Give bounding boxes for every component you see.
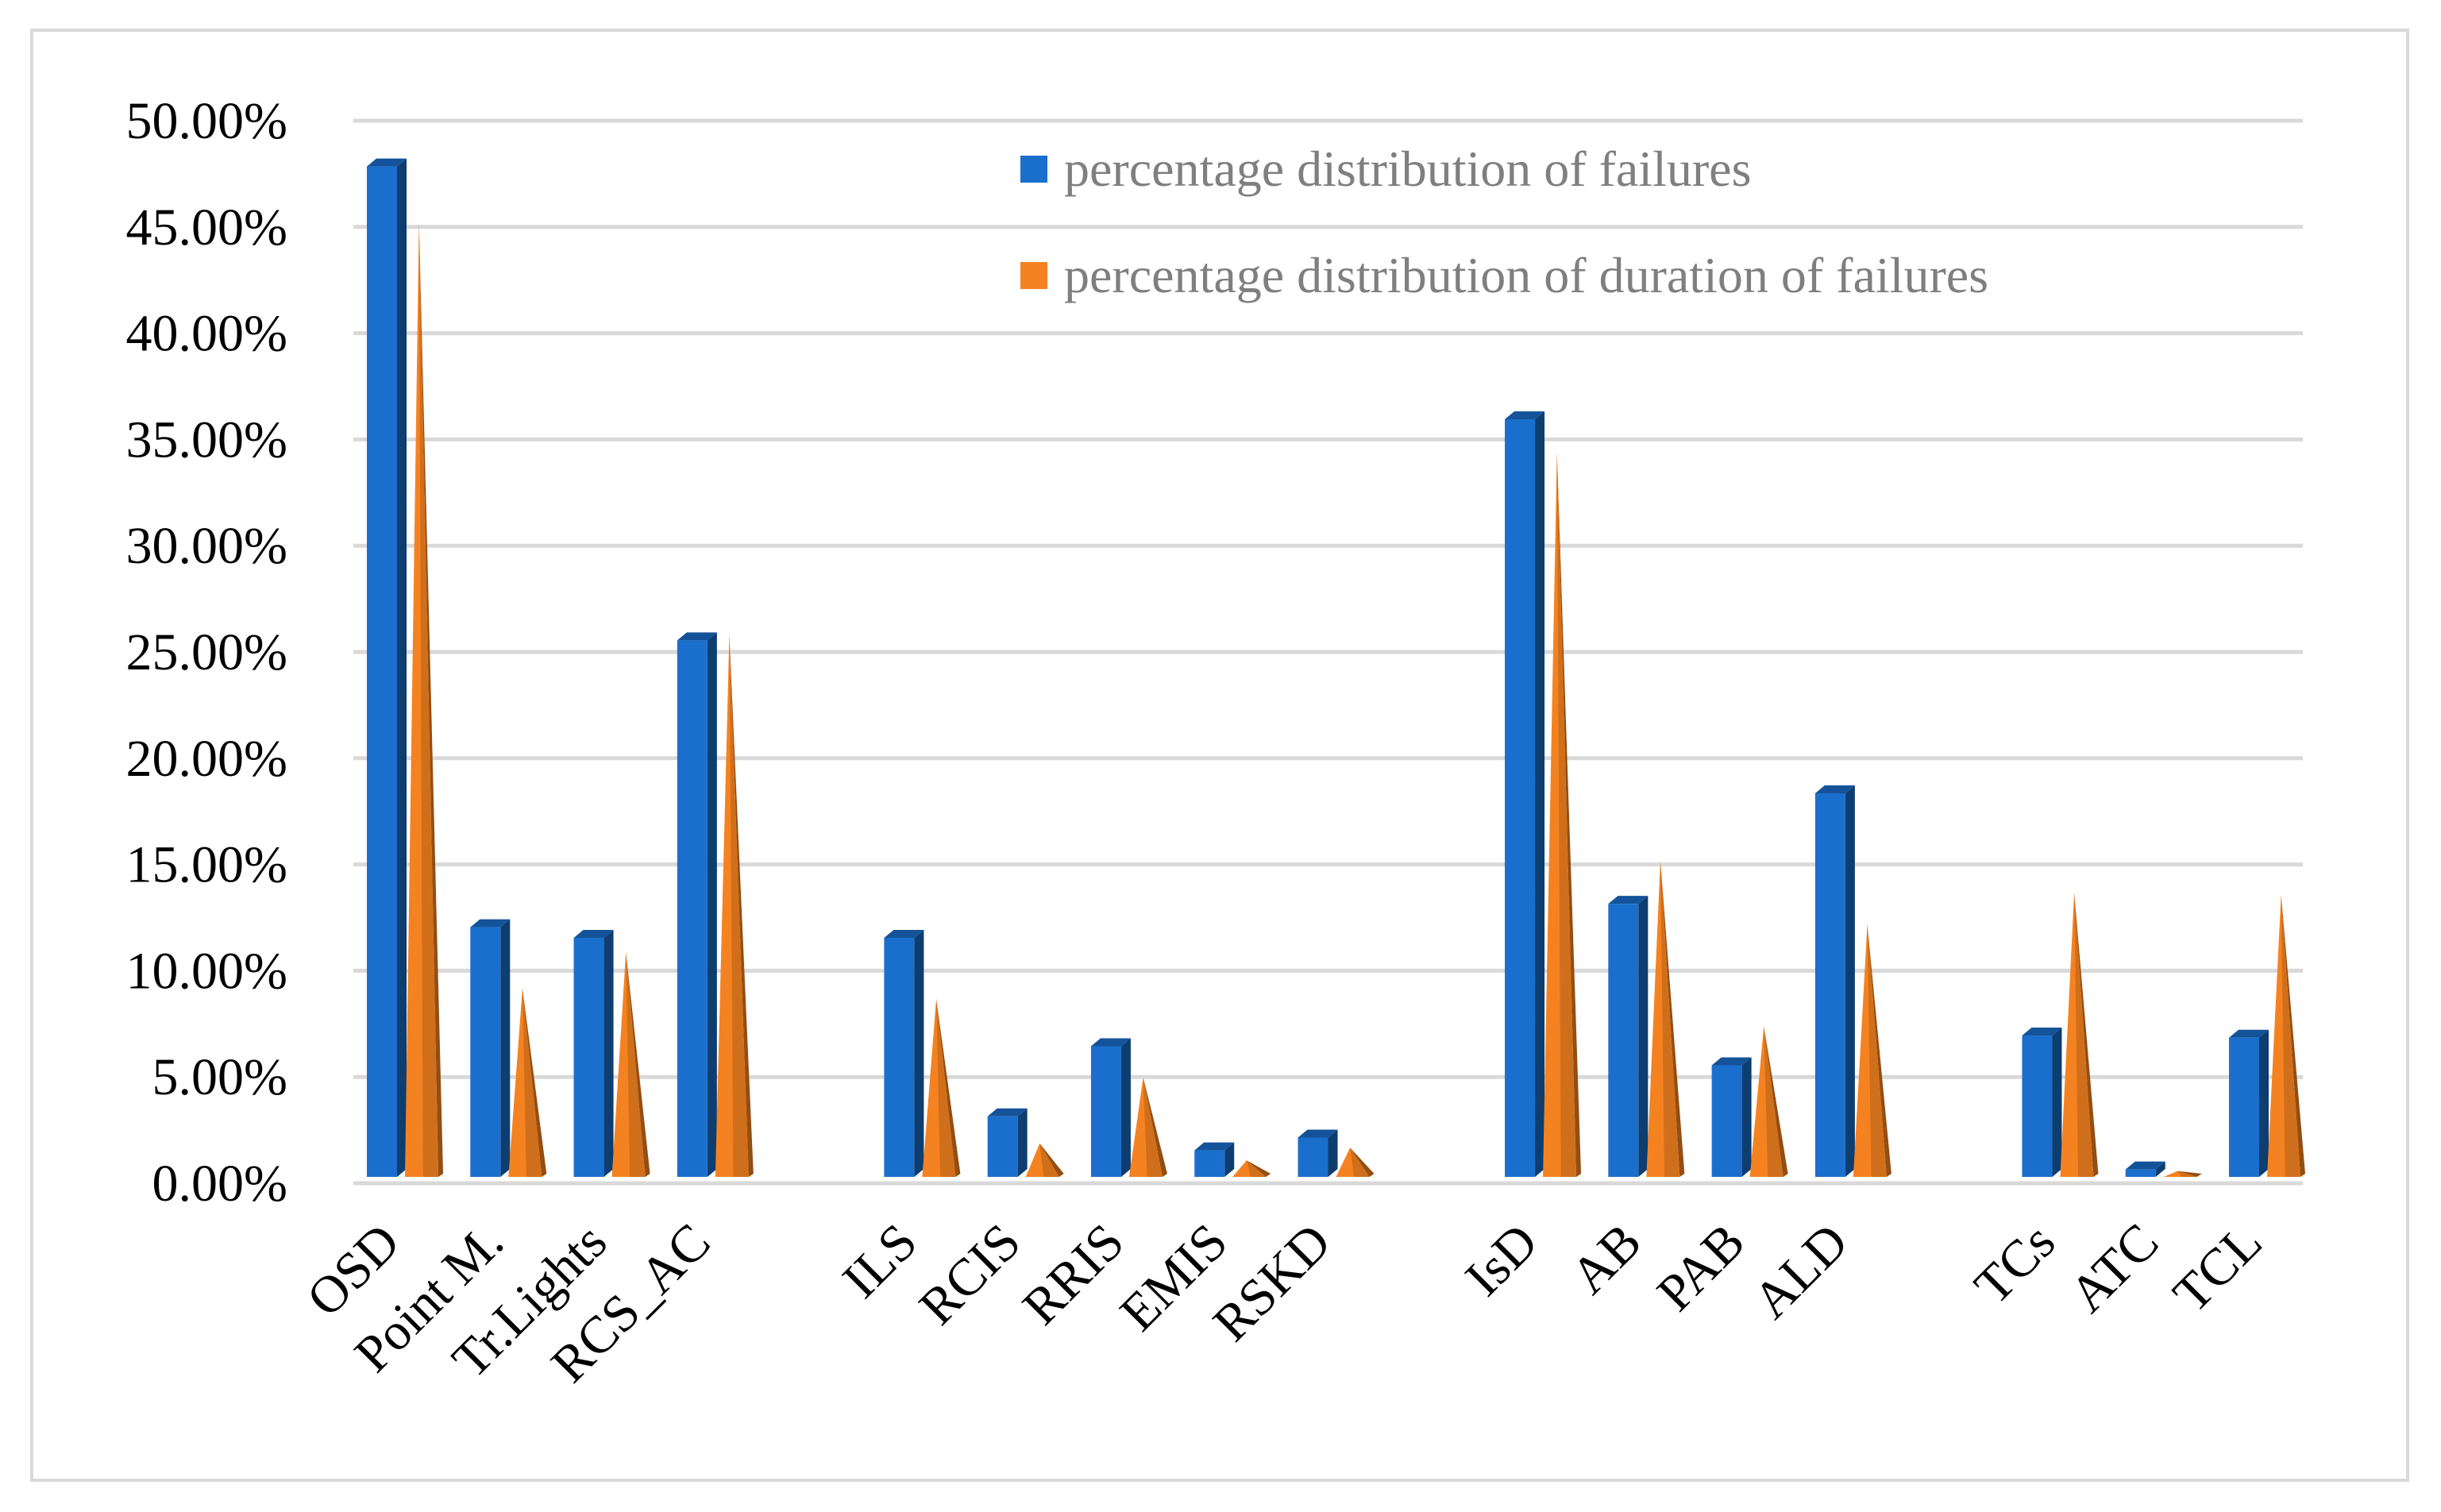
cone-duration[interactable]	[405, 223, 443, 1178]
legend-label-failures[interactable]: percentage distribution of failures	[1064, 141, 1751, 197]
bar-failures[interactable]	[1711, 1057, 1752, 1177]
cone-duration[interactable]	[1853, 924, 1891, 1177]
cone-duration[interactable]	[715, 635, 754, 1177]
cone-duration[interactable]	[2060, 893, 2099, 1177]
cone-duration[interactable]	[1646, 860, 1685, 1177]
cone-duration[interactable]	[2163, 1171, 2202, 1177]
bar-failures[interactable]	[884, 929, 924, 1177]
x-category-label: IsD	[1455, 1213, 1549, 1307]
cone-duration[interactable]	[1543, 453, 1582, 1177]
bar-failures[interactable]	[367, 158, 407, 1177]
bar-failures[interactable]	[470, 919, 511, 1177]
y-tick-label: 10.00%	[126, 942, 287, 1000]
legend: percentage distribution of failures perc…	[1020, 141, 1988, 303]
y-tick-label: 15.00%	[126, 836, 287, 894]
y-tick-label: 50.00%	[126, 92, 287, 150]
bar-failures[interactable]	[1505, 411, 1545, 1177]
x-category-label: ATC	[2059, 1213, 2170, 1324]
cone-duration[interactable]	[2267, 894, 2305, 1177]
y-tick-label: 30.00%	[126, 517, 287, 575]
bar-failures[interactable]	[1090, 1038, 1131, 1177]
cone-duration[interactable]	[1128, 1077, 1167, 1177]
bar-failures[interactable]	[1814, 785, 1855, 1177]
bar-failures[interactable]	[677, 632, 717, 1177]
cone-duration[interactable]	[1232, 1160, 1271, 1177]
x-category-label: TCL	[2162, 1213, 2273, 1324]
bar-failures[interactable]	[987, 1108, 1028, 1177]
x-category-label: RSKD	[1202, 1213, 1342, 1352]
y-axis-tick-labels: 0.00% 5.00% 10.00% 15.00% 20.00% 25.00% 30.00%…	[126, 92, 287, 1213]
y-tick-label: 0.00%	[152, 1155, 287, 1213]
cone-duration[interactable]	[1749, 1026, 1788, 1177]
cone-duration[interactable]	[508, 988, 547, 1177]
x-category-label: AB	[1560, 1213, 1652, 1305]
bar-failures[interactable]	[2022, 1028, 2062, 1177]
legend-swatch-failures	[1020, 156, 1047, 183]
y-tick-label: 5.00%	[152, 1048, 287, 1106]
bar-failures[interactable]	[1298, 1129, 1338, 1177]
cone-duration[interactable]	[1336, 1148, 1375, 1177]
bar-series	[367, 158, 2305, 1178]
y-tick-label: 40.00%	[126, 305, 287, 363]
cone-duration[interactable]	[922, 998, 961, 1177]
cone-duration[interactable]	[1025, 1143, 1064, 1177]
bar-failures[interactable]	[1194, 1142, 1235, 1177]
bar-failures[interactable]	[1608, 896, 1649, 1177]
cone-duration[interactable]	[611, 952, 650, 1177]
y-tick-label: 20.00%	[126, 730, 287, 788]
legend-swatch-duration	[1020, 262, 1047, 289]
x-category-label: TCs	[1964, 1213, 2066, 1315]
legend-label-duration[interactable]: percentage distribution of duration of f…	[1064, 247, 1988, 303]
bar-failures[interactable]	[573, 929, 614, 1177]
bar-failures[interactable]	[2125, 1161, 2165, 1177]
y-tick-label: 35.00%	[126, 411, 287, 469]
bar-failures[interactable]	[2229, 1029, 2269, 1177]
x-category-label: RRIS	[1012, 1213, 1135, 1336]
x-category-label: RCIS	[908, 1213, 1032, 1336]
y-tick-label: 45.00%	[126, 199, 287, 256]
x-category-label: PAB	[1646, 1213, 1756, 1322]
x-category-label: ALD	[1742, 1213, 1860, 1330]
y-tick-label: 25.00%	[126, 623, 287, 681]
